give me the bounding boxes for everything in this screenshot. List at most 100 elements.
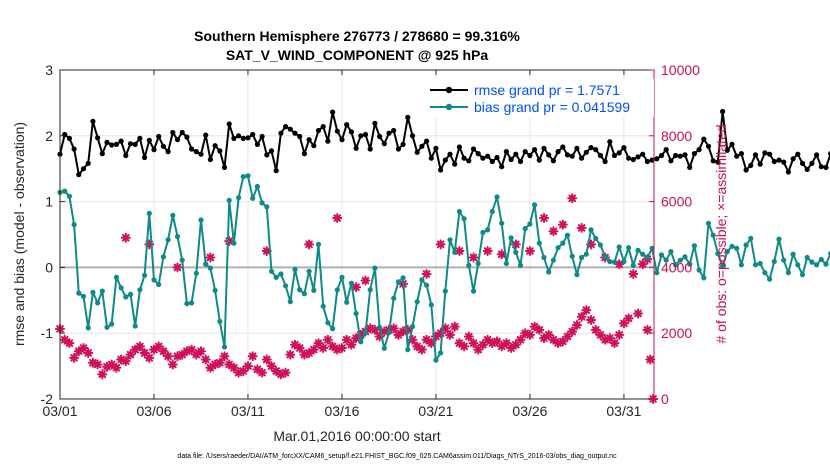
obs-marker-3-26 (614, 259, 625, 270)
obs-marker-2-26-glyph (177, 349, 188, 360)
bias-point-43 (259, 200, 265, 206)
obs-marker-2-96 (506, 343, 517, 354)
bias-point-107 (560, 240, 566, 246)
bias-point-87 (466, 262, 472, 268)
obs-marker-2-109 (567, 326, 578, 337)
rmse-point-155 (785, 169, 792, 175)
obs-marker-2-26 (177, 349, 188, 360)
rmse-point-97 (513, 151, 519, 157)
bias-point-111 (579, 254, 585, 261)
rmse-point-121 (626, 155, 632, 161)
bias-point-61 (344, 299, 350, 305)
obs-marker-3-21 (557, 219, 568, 230)
bias-point-20 (151, 277, 157, 283)
rmse-point-34 (217, 148, 223, 154)
obs-marker-3-23 (576, 222, 587, 233)
rmse-point-74 (405, 114, 411, 120)
obs-marker-2-101 (529, 321, 540, 332)
bias-point-109 (569, 253, 575, 259)
rmse-point-83 (447, 151, 453, 157)
bias-point-144 (734, 245, 740, 251)
rmse-point-17 (137, 135, 143, 141)
legend-marker-rmse (445, 86, 453, 94)
obs-marker-2-122 (633, 308, 644, 319)
rmse-point-33 (212, 143, 218, 149)
rmse-point-87 (466, 158, 472, 164)
obs-marker-2-112-glyph (581, 305, 592, 316)
rmse-point-57 (325, 138, 331, 144)
obs-marker-3-17 (510, 239, 521, 250)
rmse-point-44 (264, 152, 270, 158)
obs-marker-2-54 (308, 344, 319, 355)
y-tick-label-5: 3 (45, 62, 53, 78)
rmse-point-101 (532, 147, 538, 153)
bias-point-156 (790, 251, 796, 257)
bias-point-96 (508, 235, 514, 241)
obs-marker-2-118-glyph (609, 338, 620, 349)
rmse-point-142 (724, 147, 730, 153)
obs-marker-2-103-glyph (539, 333, 550, 344)
obs-marker-2-14-glyph (120, 356, 131, 367)
obs-marker-2-2 (64, 338, 75, 349)
bias-point-31 (203, 261, 209, 267)
obs-marker-2-25 (172, 351, 183, 362)
obs-marker-2-36-glyph (224, 359, 235, 370)
obs-marker-3-0 (120, 232, 131, 243)
obs-marker-2-11-glyph (106, 359, 117, 370)
bias-point-44 (264, 204, 270, 210)
obs-marker-2-28 (186, 344, 197, 355)
rmse-point-123 (635, 154, 641, 160)
rmse-point-3 (71, 146, 77, 152)
rmse-point-162 (818, 164, 824, 170)
obs-marker-2-71-glyph (388, 323, 399, 334)
obs-marker-2-25-glyph (172, 351, 183, 362)
obs-marker-2-12 (111, 362, 122, 373)
obs-marker-3-2-glyph (172, 262, 183, 273)
obs-marker-3-24-glyph (586, 239, 597, 250)
obs-marker-2-89 (473, 344, 484, 355)
bias-point-72 (395, 279, 401, 285)
obs-marker-2-59-glyph (332, 344, 343, 355)
y2-tick-label-5: 10000 (661, 62, 700, 78)
rmse-point-23 (165, 149, 171, 155)
rmse-point-99 (522, 149, 528, 155)
bias-point-98 (517, 262, 524, 268)
obs-marker-3-20-glyph (548, 226, 559, 237)
rmse-point-77 (419, 143, 425, 149)
legend-marker-bias (445, 103, 453, 111)
rmse-point-126 (649, 157, 655, 163)
y-tick-label-1: -1 (41, 325, 54, 341)
obs-marker-3-20 (548, 226, 559, 237)
bias-point-150 (762, 270, 768, 276)
bias-point-89 (475, 260, 481, 267)
obs-marker-2-121-glyph (623, 313, 634, 324)
obs-marker-2-102 (534, 324, 545, 335)
obs-marker-2-17-glyph (134, 341, 145, 352)
obs-marker-3-19 (539, 213, 550, 224)
obs-marker-2-93-glyph (492, 336, 503, 347)
obs-marker-2-116 (600, 334, 611, 345)
rmse-point-43 (259, 133, 265, 140)
rmse-point-39 (240, 135, 246, 141)
bias-point-103 (541, 254, 547, 261)
obs-marker-2-62-glyph (346, 339, 357, 350)
obs-marker-2-43-glyph (257, 367, 268, 378)
bias-point-135 (691, 243, 698, 249)
bias-point-26 (179, 257, 185, 263)
obs-marker-2-124-glyph (645, 354, 656, 365)
rmse-point-112 (583, 149, 589, 155)
bias-point-153 (776, 236, 782, 242)
obs-marker-2-12-glyph (111, 362, 122, 373)
rmse-point-151 (767, 151, 773, 157)
obs-marker-2-8 (92, 359, 103, 370)
x-tick-label-6: 03/31 (606, 403, 641, 419)
bias-point-82 (442, 288, 448, 294)
chart-subtitle: SAT_V_WIND_COMPONENT @ 925 hPa (226, 47, 489, 63)
obs-marker-2-75-glyph (407, 334, 418, 345)
bias-point-10 (104, 324, 110, 330)
obs-marker-3-16 (496, 249, 507, 260)
rmse-point-14 (123, 152, 129, 159)
obs-marker-3-13 (454, 245, 465, 256)
obs-marker-2-120-glyph (618, 318, 629, 329)
rmse-point-22 (160, 143, 166, 149)
